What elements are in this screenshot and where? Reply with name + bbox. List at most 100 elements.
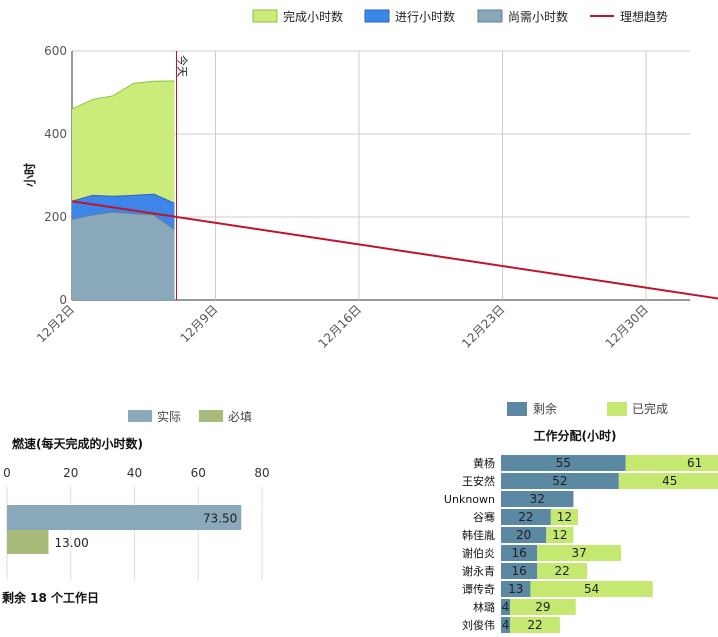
velocity-grid: 0 20 40 60 80 — [3, 466, 270, 580]
y-tick-label: 400 — [44, 127, 67, 141]
velocity-tick-label: 0 — [3, 466, 11, 480]
x-tick-label: 12月23日 — [459, 302, 507, 350]
allocation-row-label: 谢永青 — [462, 564, 495, 578]
allocation-value-done: 12 — [552, 528, 567, 542]
allocation-row-label: 林璐 — [473, 600, 495, 614]
legend-swatch-required — [199, 410, 223, 422]
legend-swatch-completed — [252, 9, 278, 23]
allocation-value-done: 22 — [555, 564, 570, 578]
y-tick-label: 200 — [44, 210, 67, 224]
area-in-progress-edge — [71, 193, 175, 204]
velocity-chart: 0 20 40 60 80 73.50 13.00 — [3, 466, 270, 580]
area-completed-edge — [71, 80, 175, 110]
area-remaining-edge — [71, 211, 175, 230]
velocity-tick-label: 80 — [254, 466, 269, 480]
velocity-tick-label: 20 — [63, 466, 78, 480]
burndown-legend: 完成小时数 进行小时数 尚需小时数 理想趋势 — [252, 9, 668, 24]
allocation-bar-done — [530, 581, 653, 597]
today-marker-label: 今天 — [176, 55, 190, 77]
allocation-value-remaining: 4 — [502, 618, 510, 632]
allocation-row-label: 谭传奇 — [462, 583, 495, 596]
velocity-legend: 实际 必填 — [128, 409, 252, 424]
allocation-bar-remaining — [501, 473, 619, 489]
allocation-value-done: 12 — [557, 510, 572, 524]
allocation-bar-remaining — [501, 617, 511, 633]
allocation-bar-remaining — [501, 509, 551, 525]
allocation-value-done: 37 — [572, 546, 587, 560]
legend-swatch-actual — [128, 410, 152, 422]
legend-label-remaining: 尚需小时数 — [508, 9, 568, 24]
legend-label-required: 必填 — [228, 410, 252, 424]
allocation-bar-remaining — [501, 491, 574, 507]
allocation-row-label: Unknown — [444, 493, 495, 506]
allocation-bar-done — [510, 599, 576, 615]
allocation-bar-done — [546, 527, 574, 543]
allocation-row-label: 王安然 — [462, 474, 495, 488]
allocation-bar-done — [625, 455, 718, 471]
allocation-value-remaining: 13 — [508, 582, 523, 596]
allocation-value-remaining: 55 — [556, 456, 571, 470]
legend-label-alloc-remaining: 剩余 — [533, 401, 557, 416]
legend-swatch-remaining — [477, 9, 503, 23]
allocation-chart: 黄杨 55 61 王安然 52 45 Unknown 32 谷骞 22 12 韩佳胤 20 12 谢伯炎 16… — [444, 455, 718, 633]
legend-label-alloc-done: 已完成 — [632, 401, 668, 416]
y-tick-label: 600 — [44, 44, 67, 58]
burndown-areas — [71, 80, 175, 300]
allocation-bar-remaining — [501, 545, 538, 561]
allocation-value-done: 29 — [535, 600, 550, 614]
velocity-bar — [7, 530, 49, 554]
allocation-value-remaining: 32 — [530, 492, 545, 506]
velocity-tick-label: 40 — [127, 466, 142, 480]
x-tick-label: 12月16日 — [316, 302, 364, 350]
allocation-value-remaining: 16 — [511, 564, 526, 578]
allocation-bar-done — [550, 509, 579, 525]
remaining-workdays: 剩余 18 个工作日 — [2, 590, 99, 605]
allocation-row-label: 韩佳胤 — [462, 528, 495, 542]
burndown-lines — [71, 51, 718, 300]
allocation-value-done: 61 — [687, 456, 702, 470]
ideal-trend-line — [71, 200, 718, 300]
velocity-tick-label: 60 — [191, 466, 206, 480]
velocity-bar-label: 13.00 — [54, 536, 88, 550]
burndown-y-ticks: 0 200 400 600 — [44, 44, 67, 307]
allocation-value-remaining: 22 — [518, 510, 533, 524]
legend-label-ideal: 理想趋势 — [620, 9, 668, 24]
allocation-bar-done — [537, 563, 588, 579]
legend-swatch-in-progress — [364, 9, 390, 23]
allocation-value-remaining: 20 — [516, 528, 531, 542]
allocation-value-remaining: 4 — [502, 600, 510, 614]
y-tick-label: 0 — [59, 293, 67, 307]
allocation-row-label: 黄杨 — [473, 456, 495, 470]
allocation-bar-done — [510, 617, 560, 633]
velocity-bars: 73.50 13.00 — [7, 505, 242, 554]
burndown-y-axis-label: 小时 — [22, 163, 37, 187]
allocation-value-remaining: 52 — [552, 474, 567, 488]
allocation-bar-remaining — [501, 599, 511, 615]
legend-swatch-alloc-remaining — [507, 402, 527, 416]
allocation-row-label: 谢伯炎 — [462, 546, 495, 560]
allocation-row-label: 谷骞 — [473, 510, 495, 524]
allocation-value-remaining: 16 — [511, 546, 526, 560]
allocation-title: 工作分配(小时) — [534, 428, 617, 443]
allocation-bar-remaining — [501, 527, 547, 543]
burndown-x-ticks: 12月2日 12月9日 12月16日 12月23日 12月30日 — [34, 302, 651, 350]
velocity-bar — [7, 505, 242, 530]
allocation-bar-remaining — [501, 581, 531, 597]
legend-label-completed: 完成小时数 — [283, 9, 343, 24]
legend-label-in-progress: 进行小时数 — [395, 9, 455, 24]
area-remaining — [72, 212, 175, 300]
allocation-bar-done — [537, 545, 622, 561]
allocation-value-done: 45 — [662, 474, 677, 488]
legend-swatch-alloc-done — [607, 402, 627, 416]
allocation-value-done: 54 — [584, 582, 599, 596]
x-tick-label: 12月2日 — [34, 302, 77, 345]
allocation-bar-remaining — [501, 455, 626, 471]
allocation-row-label: 刘俊伟 — [462, 618, 495, 632]
allocation-bar-remaining — [501, 563, 538, 579]
allocation-legend: 剩余 已完成 — [507, 401, 668, 416]
legend-label-actual: 实际 — [157, 409, 181, 424]
velocity-title: 燃速(每天完成的小时数) — [12, 436, 143, 451]
x-tick-label: 12月9日 — [178, 302, 221, 345]
